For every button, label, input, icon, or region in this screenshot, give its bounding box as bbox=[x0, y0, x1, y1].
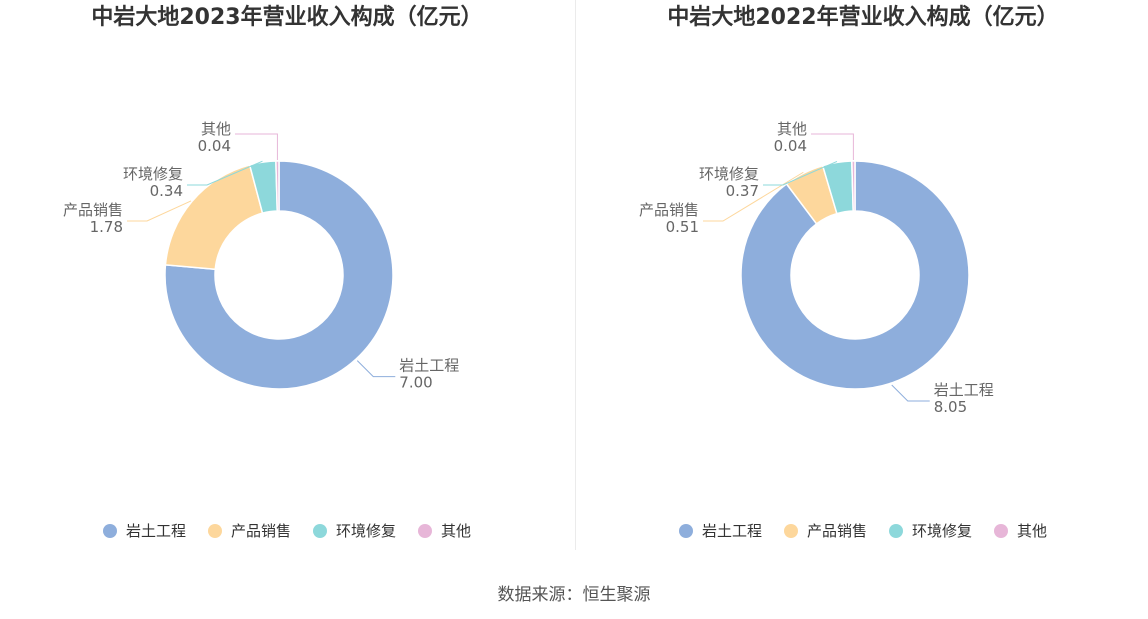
slice-label-value: 0.04 bbox=[198, 137, 231, 155]
legend-item[interactable]: 岩土工程 bbox=[678, 520, 762, 541]
legend-item[interactable]: 产品销售 bbox=[207, 520, 291, 541]
label-leader-line bbox=[235, 133, 278, 161]
legend-marker bbox=[678, 523, 693, 538]
slice-label-value: 0.37 bbox=[726, 182, 759, 200]
legend: 岩土工程 产品销售 环境修复 其他 bbox=[576, 520, 1148, 541]
legend-item[interactable]: 其他 bbox=[994, 520, 1047, 541]
legend-label: 岩土工程 bbox=[125, 522, 186, 540]
legend-marker bbox=[418, 523, 433, 538]
legend-marker bbox=[207, 523, 222, 538]
slice-label-value: 0.51 bbox=[666, 218, 699, 236]
donut-slice[interactable] bbox=[851, 160, 856, 212]
legend-item[interactable]: 环境修复 bbox=[313, 520, 396, 541]
slice-label-value: 1.78 bbox=[90, 218, 123, 236]
legend-label: 产品销售 bbox=[230, 522, 291, 540]
slice-label-name: 岩土工程 bbox=[934, 381, 994, 399]
slice-label-name: 岩土工程 bbox=[399, 357, 459, 375]
legend-marker bbox=[313, 523, 327, 538]
chart-panel-2023: 中岩大地2023年营业收入构成（亿元） 岩土工程 7.00 产品销售 1.78 环境修复… bbox=[0, 0, 574, 550]
donut-slice[interactable] bbox=[740, 160, 970, 390]
slice-label-value: 0.34 bbox=[150, 182, 183, 200]
label-leader-line bbox=[763, 160, 838, 186]
label-leader-line bbox=[127, 200, 192, 222]
legend-label: 岩土工程 bbox=[701, 522, 762, 540]
legend-label: 环境修复 bbox=[336, 522, 397, 540]
legend-item[interactable]: 环境修复 bbox=[889, 520, 972, 541]
slice-label-name: 环境修复 bbox=[123, 165, 183, 183]
label-leader-line bbox=[356, 360, 396, 378]
legend-item[interactable]: 产品销售 bbox=[783, 520, 867, 541]
label-leader-line bbox=[811, 133, 854, 161]
slice-label-name: 其他 bbox=[777, 120, 807, 138]
data-source: 数据来源：恒生聚源 bbox=[497, 585, 651, 605]
legend-label: 其他 bbox=[1017, 522, 1048, 540]
slice-label-value: 7.00 bbox=[399, 374, 432, 392]
legend-label: 产品销售 bbox=[806, 522, 867, 540]
slice-label-name: 其他 bbox=[201, 120, 231, 138]
legend-item[interactable]: 其他 bbox=[418, 520, 471, 541]
legend-marker bbox=[889, 523, 903, 538]
label-leader-line bbox=[891, 384, 930, 402]
donut-slice[interactable] bbox=[275, 160, 280, 212]
chart-title: 中岩大地2023年营业收入构成（亿元） bbox=[91, 5, 483, 30]
legend-label: 其他 bbox=[441, 522, 472, 540]
donut-slice[interactable] bbox=[164, 160, 394, 390]
chart-panel-2022: 中岩大地2022年营业收入构成（亿元） 岩土工程 8.05 产品销售 0.51 环境修复… bbox=[576, 0, 1148, 550]
panel-divider bbox=[575, 0, 576, 550]
slice-label-name: 产品销售 bbox=[639, 201, 699, 219]
slice-label-name: 环境修复 bbox=[699, 165, 759, 183]
legend-marker bbox=[102, 523, 117, 538]
chart-title: 中岩大地2022年营业收入构成（亿元） bbox=[667, 5, 1059, 30]
legend-marker bbox=[783, 523, 798, 538]
label-leader-line bbox=[187, 160, 263, 186]
label-leader-line bbox=[703, 171, 804, 222]
legend: 岩土工程 产品销售 环境修复 其他 bbox=[0, 520, 574, 541]
legend-label: 环境修复 bbox=[912, 522, 973, 540]
slice-label-name: 产品销售 bbox=[63, 201, 123, 219]
legend-marker bbox=[994, 523, 1009, 538]
slice-label-value: 0.04 bbox=[774, 137, 807, 155]
legend-item[interactable]: 岩土工程 bbox=[102, 520, 186, 541]
slice-label-value: 8.05 bbox=[934, 398, 967, 416]
